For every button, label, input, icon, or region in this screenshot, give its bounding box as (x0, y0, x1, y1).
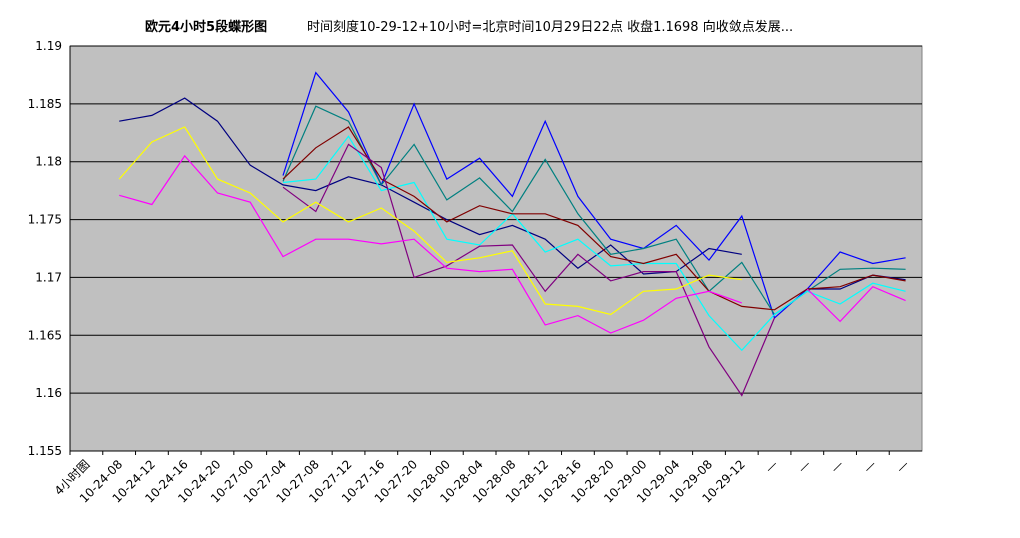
chart-title: 欧元4小时5段蝶形图 (145, 19, 267, 35)
y-tick-label: 1.17 (35, 270, 62, 284)
series-line (282, 126, 906, 311)
series-line (282, 143, 776, 397)
y-tick-label: 1.155 (28, 444, 62, 458)
series-line (282, 135, 906, 352)
series-line (282, 71, 906, 319)
x-tick-label: — (762, 457, 780, 475)
chart-subtitle: 时间刻度10-29-12+10小时=北京时间10月29日22点 收盘1.1698… (307, 19, 793, 35)
y-tick-label: 1.165 (28, 328, 62, 342)
x-tick-label: — (828, 457, 846, 475)
series-line (119, 154, 906, 334)
y-tick-label: 1.175 (28, 213, 62, 227)
y-tick-label: 1.16 (35, 386, 62, 400)
y-tick-label: 1.18 (35, 155, 62, 169)
y-tick-label: 1.19 (35, 39, 62, 53)
y-tick-label: 1.185 (28, 97, 62, 111)
plot-area (69, 45, 923, 452)
series-line (118, 126, 742, 316)
x-tick-label: — (861, 457, 879, 475)
x-tick-label: — (795, 457, 813, 475)
x-tick-label: — (893, 457, 911, 475)
